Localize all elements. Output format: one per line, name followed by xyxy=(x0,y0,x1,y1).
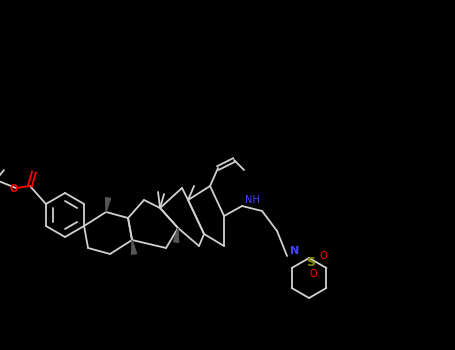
Text: O: O xyxy=(10,184,18,194)
Text: O: O xyxy=(319,251,327,261)
Text: N: N xyxy=(290,246,300,256)
Polygon shape xyxy=(106,198,111,212)
Polygon shape xyxy=(173,228,178,242)
Text: NH: NH xyxy=(245,195,259,205)
Text: O: O xyxy=(309,269,317,279)
Text: S: S xyxy=(307,256,316,268)
Polygon shape xyxy=(131,240,136,254)
